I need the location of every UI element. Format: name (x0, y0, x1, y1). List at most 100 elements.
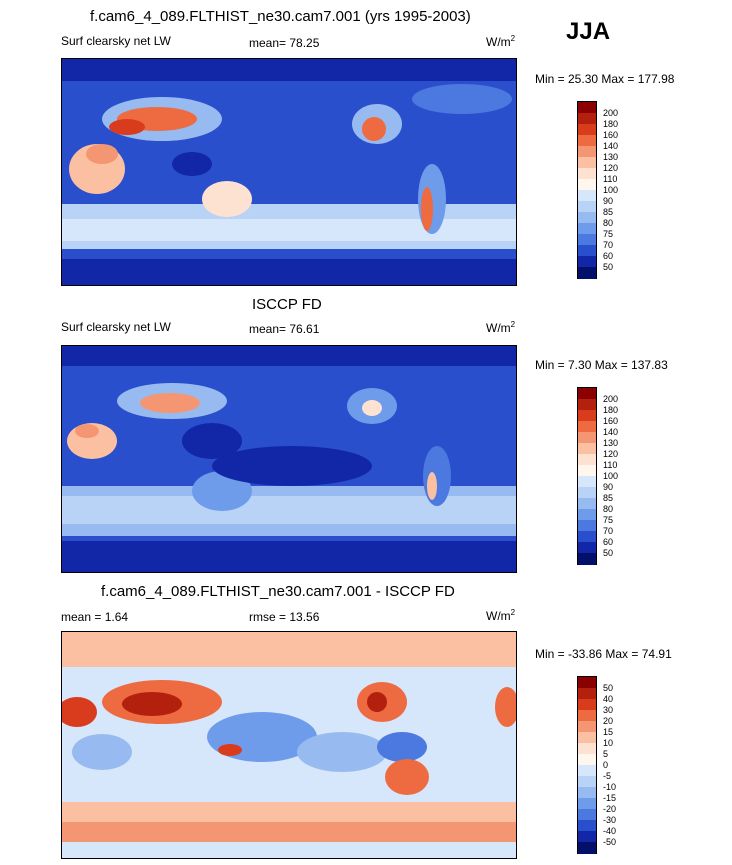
colorbar-tick-label: 60 (603, 537, 614, 547)
colorbar-swatch (578, 498, 596, 510)
colorbar-swatch (578, 267, 596, 279)
panel2-map (61, 345, 517, 573)
colorbar-tick-label: 160 (603, 416, 619, 426)
colorbar-swatch (578, 124, 596, 136)
colorbar-swatch (578, 743, 596, 755)
colorbar-tick-label: 140 (603, 141, 619, 151)
colorbar-swatch (578, 146, 596, 158)
colorbar-swatch (578, 443, 596, 455)
panel3-title: f.cam6_4_089.FLTHIST_ne30.cam7.001 - ISC… (101, 583, 455, 600)
panel2-colorbar-box (577, 387, 597, 565)
colorbar-tick-label: 200 (603, 108, 619, 118)
panel3-map (61, 631, 517, 859)
colorbar-tick-label: 85 (603, 207, 614, 217)
colorbar-tick-label: 120 (603, 449, 619, 459)
colorbar-swatch (578, 234, 596, 246)
colorbar-tick-label: -20 (603, 804, 617, 814)
colorbar-swatch (578, 476, 596, 488)
colorbar-swatch (578, 454, 596, 466)
colorbar-tick-label: 50 (603, 548, 614, 558)
colorbar-tick-label: 180 (603, 405, 619, 415)
panel3-units: W/m2 (486, 608, 516, 623)
panel1-map-field (62, 59, 516, 285)
colorbar-tick-label: 5 (603, 749, 609, 759)
colorbar-tick-label: 80 (603, 218, 614, 228)
colorbar-swatch (578, 432, 596, 444)
colorbar-tick-label: -40 (603, 826, 617, 836)
colorbar-tick-label: 90 (603, 196, 614, 206)
panel3-map-field (62, 632, 516, 858)
colorbar-swatch (578, 677, 596, 689)
colorbar-tick-label: 10 (603, 738, 614, 748)
colorbar-tick-label: 80 (603, 504, 614, 514)
colorbar-tick-label: 100 (603, 471, 619, 481)
panel2-minmax: Min = 7.30 Max = 137.83 (535, 358, 668, 372)
panel2-map-field (62, 346, 516, 572)
colorbar-swatch (578, 710, 596, 722)
colorbar-tick-label: 130 (603, 438, 619, 448)
colorbar-tick-label: 110 (603, 460, 618, 470)
colorbar-swatch (578, 201, 596, 213)
colorbar-swatch (578, 399, 596, 411)
colorbar-swatch (578, 520, 596, 532)
colorbar-swatch (578, 699, 596, 711)
colorbar-tick-label: 60 (603, 251, 614, 261)
colorbar-tick-label: 40 (603, 694, 614, 704)
colorbar-tick-label: -30 (603, 815, 617, 825)
colorbar-tick-label: -5 (603, 771, 612, 781)
colorbar-swatch (578, 465, 596, 477)
colorbar-tick-label: 75 (603, 229, 614, 239)
panel3-colorbar-box (577, 676, 597, 854)
colorbar-tick-label: 130 (603, 152, 619, 162)
panel2-colorbar: 200 180 160 140 130 120 110 100 90 85 80 75 70 60 50 (577, 387, 618, 565)
panel2-left-label: Surf clearsky net LW (61, 320, 171, 334)
panel3-colorbar: 50 40 30 20 15 10 5 0 -5 -10 -15 -20 -30 -40 -50 (577, 676, 616, 854)
colorbar-swatch (578, 223, 596, 235)
panel3-minmax: Min = -33.86 Max = 74.91 (535, 647, 672, 661)
colorbar-tick-label: -15 (603, 793, 617, 803)
colorbar-tick-label: -50 (603, 837, 617, 847)
colorbar-tick-label: 30 (603, 705, 614, 715)
panel1-minmax: Min = 25.30 Max = 177.98 (535, 72, 675, 86)
colorbar-swatch (578, 135, 596, 147)
colorbar-swatch (578, 809, 596, 821)
panel3-mean: mean = 1.64 (61, 610, 129, 624)
panel2-mean: mean= 76.61 (249, 322, 320, 336)
colorbar-swatch (578, 168, 596, 180)
panel2-units: W/m2 (486, 320, 516, 335)
panel1-units: W/m2 (486, 34, 516, 49)
colorbar-swatch (578, 157, 596, 169)
colorbar-tick-label: 50 (603, 262, 614, 272)
colorbar-tick-label: 20 (603, 716, 614, 726)
colorbar-swatch (578, 820, 596, 832)
panel1-title: f.cam6_4_089.FLTHIST_ne30.cam7.001 (yrs … (90, 8, 471, 25)
colorbar-tick-label: 140 (603, 427, 619, 437)
colorbar-tick-label: 180 (603, 119, 619, 129)
colorbar-swatch (578, 212, 596, 224)
colorbar-swatch (578, 509, 596, 521)
colorbar-tick-label: 100 (603, 185, 619, 195)
colorbar-tick-label: 70 (603, 526, 614, 536)
season-label: JJA (566, 18, 611, 45)
colorbar-tick-label: 110 (603, 174, 618, 184)
colorbar-swatch (578, 776, 596, 788)
colorbar-swatch (578, 831, 596, 843)
panel1-colorbar-box (577, 101, 597, 279)
colorbar-swatch (578, 179, 596, 191)
colorbar-swatch (578, 842, 596, 854)
panel1-colorbar: 200 180 160 140 130 120 110 100 90 85 80 75 70 60 50 (577, 101, 618, 279)
colorbar-swatch (578, 190, 596, 202)
colorbar-swatch (578, 102, 596, 114)
panel3-rmse: rmse = 13.56 (249, 610, 320, 624)
colorbar-tick-label: 0 (603, 760, 609, 770)
colorbar-tick-label: 200 (603, 394, 619, 404)
panel1-map (61, 58, 517, 286)
colorbar-swatch (578, 732, 596, 744)
colorbar-tick-label: 160 (603, 130, 619, 140)
colorbar-tick-label: 120 (603, 163, 619, 173)
colorbar-swatch (578, 721, 596, 733)
colorbar-swatch (578, 542, 596, 554)
colorbar-swatch (578, 410, 596, 422)
colorbar-tick-label: 90 (603, 482, 614, 492)
colorbar-swatch (578, 798, 596, 810)
